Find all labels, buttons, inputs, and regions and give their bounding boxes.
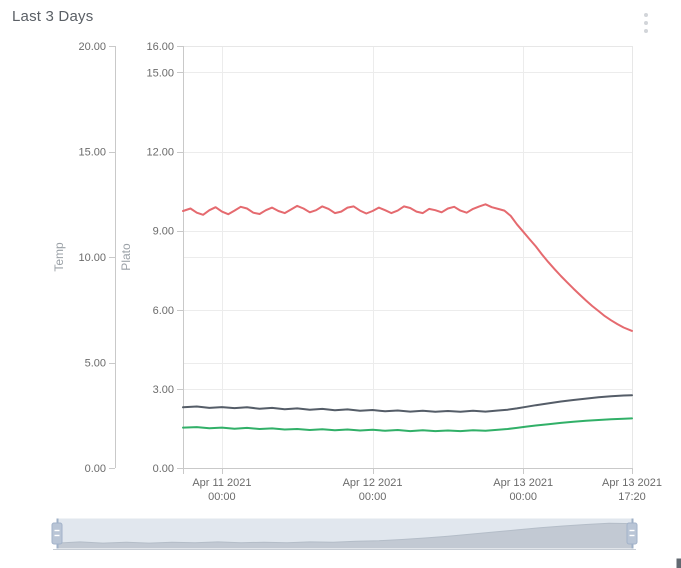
navigator bbox=[51, 518, 638, 550]
y-axis-plato-tick-label: 9.00 bbox=[153, 226, 174, 238]
y-axis-plato-tick-label: 6.00 bbox=[153, 305, 174, 317]
series-red-line bbox=[182, 203, 633, 332]
y-axis-temp-tick-label: 0.00 bbox=[85, 463, 106, 475]
x-axis-tick-label: Apr 13 2021 bbox=[602, 477, 662, 489]
navigator-preview-edge bbox=[56, 522, 633, 544]
y-axis-temp: 20.00 15.00 10.00 5.00 0.00 Temp bbox=[52, 41, 116, 475]
x-axis-tick-label: Apr 11 2021 bbox=[192, 477, 251, 489]
x-axis-tick-label: 00:00 bbox=[509, 491, 537, 503]
navigator-preview-area bbox=[57, 523, 632, 549]
x-axis: Apr 11 2021 00:00 Apr 12 2021 00:00 Apr 13 2… bbox=[183, 468, 662, 503]
y-axis-plato-tick-label: 16.00 bbox=[146, 41, 174, 53]
y-axis-temp-tick-label: 15.00 bbox=[78, 147, 106, 159]
y-axis-plato-tick-label: 0.00 bbox=[153, 463, 174, 475]
y-axis-temp-tick-label: 5.00 bbox=[85, 358, 106, 370]
x-axis-tick-label: 17:20 bbox=[618, 491, 646, 503]
y-axis-plato-title: Plato bbox=[119, 243, 133, 271]
x-axis-tick-label: Apr 13 2021 bbox=[493, 477, 553, 489]
kebab-menu-icon[interactable] bbox=[642, 11, 650, 35]
navigator-right-handle[interactable] bbox=[626, 518, 638, 549]
x-axis-tick-label: 00:00 bbox=[208, 491, 236, 503]
y-axis-plato-tick-label: 3.00 bbox=[153, 384, 174, 396]
x-axis-tick-label: 00:00 bbox=[359, 491, 387, 503]
y-axis-temp-title: Temp bbox=[52, 242, 66, 272]
series-slate-line bbox=[182, 394, 633, 413]
plot-border bbox=[183, 46, 633, 468]
y-axis-plato-tick-label: 12.00 bbox=[146, 147, 174, 159]
grid-lines bbox=[183, 46, 632, 468]
y-axis-temp-tick-label: 10.00 bbox=[78, 252, 106, 264]
scroll-corner-mark bbox=[676, 558, 681, 568]
y-axis-plato-tick-label: 15.00 bbox=[146, 67, 174, 79]
series-green-line bbox=[182, 417, 633, 433]
x-axis-tick-label: Apr 12 2021 bbox=[343, 477, 403, 489]
navigator-left-handle[interactable] bbox=[51, 518, 63, 549]
y-axis-plato: 16.00 15.00 12.00 9.00 6.00 3.00 0.00 Plato bbox=[119, 41, 184, 475]
chart-title: Last 3 Days bbox=[12, 8, 94, 25]
y-axis-temp-tick-label: 20.00 bbox=[78, 41, 106, 53]
